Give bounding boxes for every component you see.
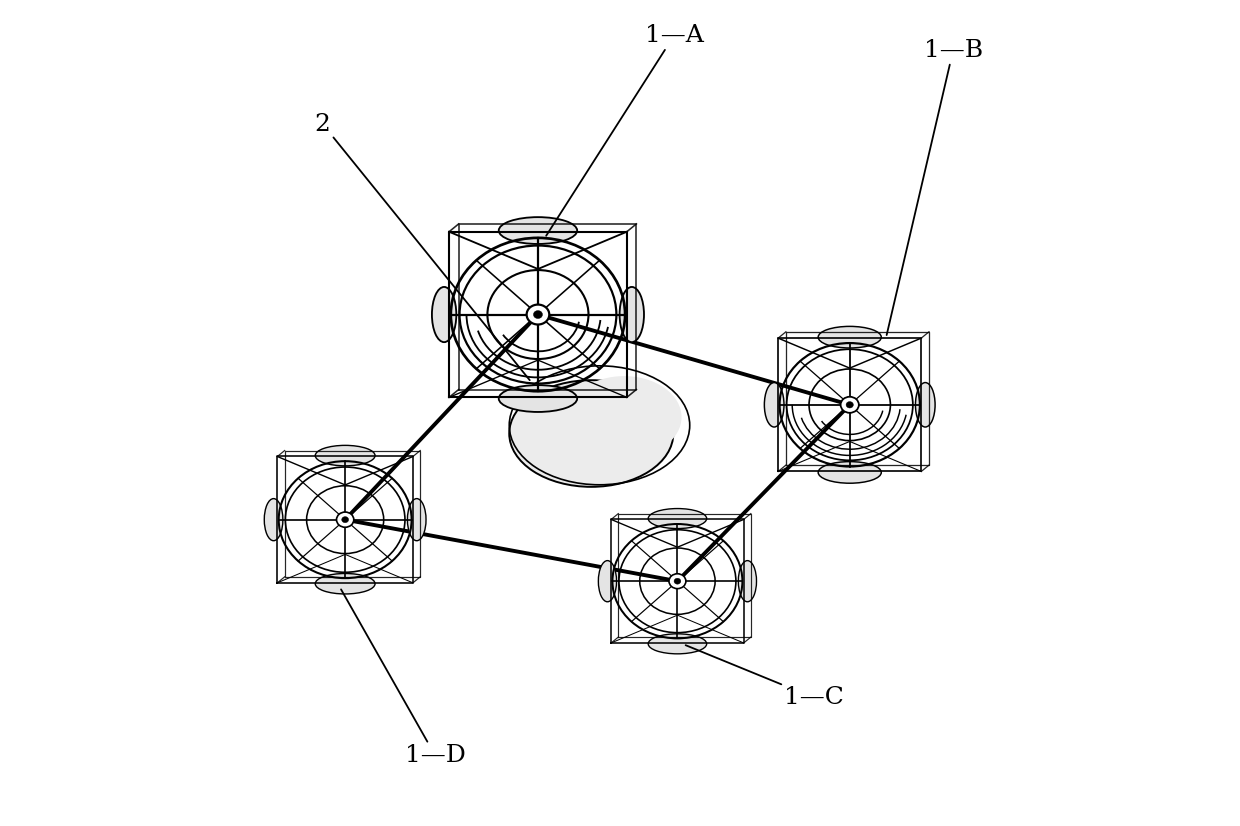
Ellipse shape [527,305,549,325]
Ellipse shape [498,217,577,244]
Ellipse shape [315,445,374,466]
Ellipse shape [620,287,644,342]
Text: 1—B: 1—B [887,39,982,335]
Ellipse shape [336,512,353,527]
Ellipse shape [408,499,427,541]
Ellipse shape [818,326,882,348]
Ellipse shape [599,561,616,602]
Ellipse shape [533,311,542,319]
Ellipse shape [915,382,935,427]
Ellipse shape [510,380,673,487]
Ellipse shape [649,634,707,654]
Ellipse shape [649,509,707,529]
Text: 1—D: 1—D [341,590,466,767]
Ellipse shape [498,385,577,412]
Ellipse shape [264,499,283,541]
Ellipse shape [764,382,784,427]
Ellipse shape [432,287,456,342]
Text: 1—A: 1—A [546,24,703,235]
Ellipse shape [841,396,859,413]
Ellipse shape [738,561,756,602]
Ellipse shape [846,401,853,408]
Ellipse shape [315,573,374,594]
Ellipse shape [818,462,882,483]
Ellipse shape [342,516,348,523]
Ellipse shape [670,574,686,589]
Text: 1—C: 1—C [686,645,844,710]
Ellipse shape [567,376,682,458]
Ellipse shape [675,578,681,584]
Text: 2: 2 [315,112,529,380]
